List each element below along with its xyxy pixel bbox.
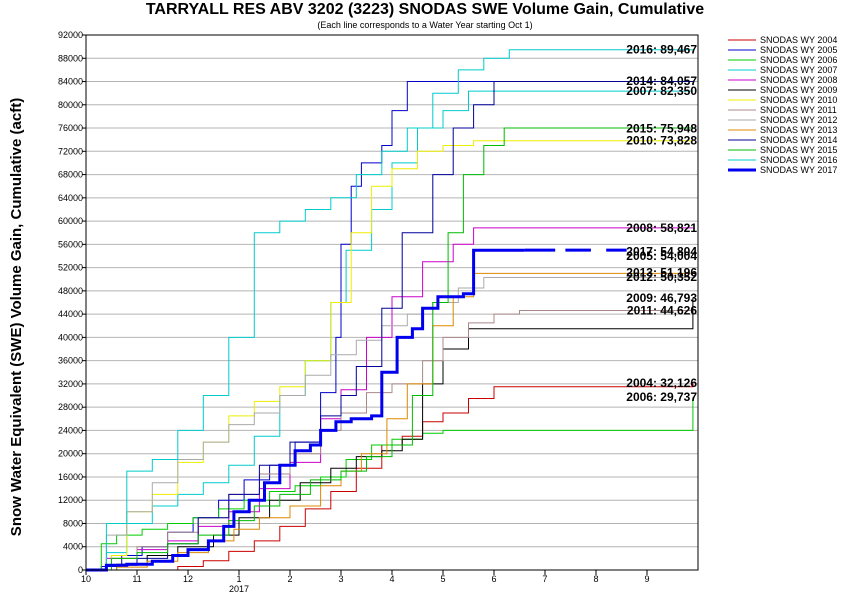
- y-tick-label: 44000: [58, 309, 83, 319]
- end-value-label: 2016: 89,467: [626, 43, 697, 57]
- x-tick-label: 1: [236, 574, 241, 584]
- y-tick-label: 20000: [58, 449, 83, 459]
- series-line-snodas-wy-2013: [86, 272, 694, 571]
- x-tick-label: 6: [491, 574, 496, 584]
- y-tick-label: 48000: [58, 286, 83, 296]
- legend-entry: SNODAS WY 2015: [760, 145, 837, 155]
- end-value-label: 2012: 50,352: [626, 270, 697, 284]
- legend-entry: SNODAS WY 2014: [760, 135, 837, 145]
- end-value-label: 2017: 54,804: [626, 244, 697, 258]
- x-tick-label: 8: [593, 574, 598, 584]
- end-value-label: 2009: 46,793: [626, 291, 697, 305]
- y-tick-label: 32000: [58, 379, 83, 389]
- chart-subtitle: (Each line corresponds to a Water Year s…: [317, 20, 533, 30]
- end-value-label: 2015: 75,948: [626, 121, 697, 135]
- series-line-snodas-wy-2004: [86, 383, 694, 571]
- y-tick-label: 4000: [63, 542, 83, 552]
- end-value-label: 2005: 54,004: [626, 249, 697, 263]
- x-tick-label: 12: [183, 574, 193, 584]
- legend-entry: SNODAS WY 2004: [760, 35, 837, 45]
- y-tick-label: 60000: [58, 216, 83, 226]
- end-value-label: 2011: 44,626: [627, 303, 697, 317]
- y-tick-label: 8000: [63, 518, 83, 528]
- y-tick-label: 40000: [58, 332, 83, 342]
- y-tick-label: 80000: [58, 100, 83, 110]
- y-tick-label: 92000: [58, 30, 83, 40]
- y-tick-label: 56000: [58, 239, 83, 249]
- x-tick-label: 3: [338, 574, 343, 584]
- legend-entry: SNODAS WY 2012: [760, 115, 837, 125]
- y-tick-label: 52000: [58, 263, 83, 273]
- end-value-label: 2006: 29,737: [626, 390, 697, 404]
- series-line-snodas-wy-2011: [86, 310, 693, 571]
- y-tick-label: 16000: [58, 472, 83, 482]
- end-value-label: 2014: 84,057: [626, 74, 697, 88]
- y-tick-label: 76000: [58, 123, 83, 133]
- y-tick-label: 72000: [58, 146, 83, 156]
- x-tick-label: 5: [440, 574, 445, 584]
- axis-layer: 0 4000 8000 12000 16000 20000 24000 28000 32000 3…: [58, 30, 699, 594]
- y-axis-label: Snow Water Equivalent (SWE) Volume Gain,…: [8, 98, 25, 536]
- series-line-snodas-wy-2015: [86, 127, 694, 571]
- y-tick-label: 24000: [58, 425, 83, 435]
- legend-entry: SNODAS WY 2013: [760, 125, 837, 135]
- legend-entry: SNODAS WY 2016: [760, 155, 837, 165]
- series-layer: [86, 49, 694, 572]
- chart-title: TARRYALL RES ABV 3202 (3223) SNODAS SWE …: [145, 1, 705, 18]
- series-line-snodas-wy-2009: [86, 297, 694, 571]
- legend-entry: SNODAS WY 2017: [760, 165, 837, 175]
- y-tick-label: 68000: [58, 170, 83, 180]
- legend-entry: SNODAS WY 2011: [760, 105, 837, 115]
- series-line-snodas-wy-2012: [86, 277, 694, 571]
- y-tick-label: 28000: [58, 402, 83, 412]
- legend-entry: SNODAS WY 2007: [760, 65, 837, 75]
- y-tick-label: 88000: [58, 53, 83, 63]
- x-year-label: 2017: [229, 584, 249, 594]
- x-tick-label: 9: [644, 574, 649, 584]
- x-tick-label: 10: [81, 574, 91, 584]
- plot-frame: [85, 34, 699, 571]
- series-line-snodas-wy-2008: [86, 227, 693, 571]
- y-tick-label: 64000: [58, 193, 83, 203]
- x-tick-label: 4: [389, 574, 394, 584]
- y-tick-label: 36000: [58, 356, 83, 366]
- legend-entry: SNODAS WY 2006: [760, 55, 837, 65]
- series-line-snodas-wy-2016: [86, 49, 693, 571]
- legend-entry: SNODAS WY 2009: [760, 85, 837, 95]
- legend-entry: SNODAS WY 2010: [760, 95, 837, 105]
- end-value-label: 2013: 51,196: [626, 265, 697, 279]
- end-value-label: 2010: 73,828: [626, 134, 697, 148]
- x-tick-label: 11: [132, 574, 141, 584]
- x-tick-label: 2: [287, 574, 292, 584]
- y-tick-label: 12000: [58, 495, 83, 505]
- series-line-snodas-wy-2007: [86, 90, 693, 571]
- end-value-label: 2008: 58,821: [626, 221, 697, 235]
- end-value-label: 2007: 82,350: [626, 84, 697, 98]
- series-line-snodas-wy-2017: [86, 248, 525, 572]
- y-tick-label: 0: [78, 565, 83, 575]
- x-tick-label: 7: [542, 574, 547, 584]
- end-value-label: 2004: 32,126: [626, 376, 697, 390]
- legend-entry: SNODAS WY 2005: [760, 45, 837, 55]
- y-tick-label: 84000: [58, 77, 83, 87]
- legend-entry: SNODAS WY 2008: [760, 75, 837, 85]
